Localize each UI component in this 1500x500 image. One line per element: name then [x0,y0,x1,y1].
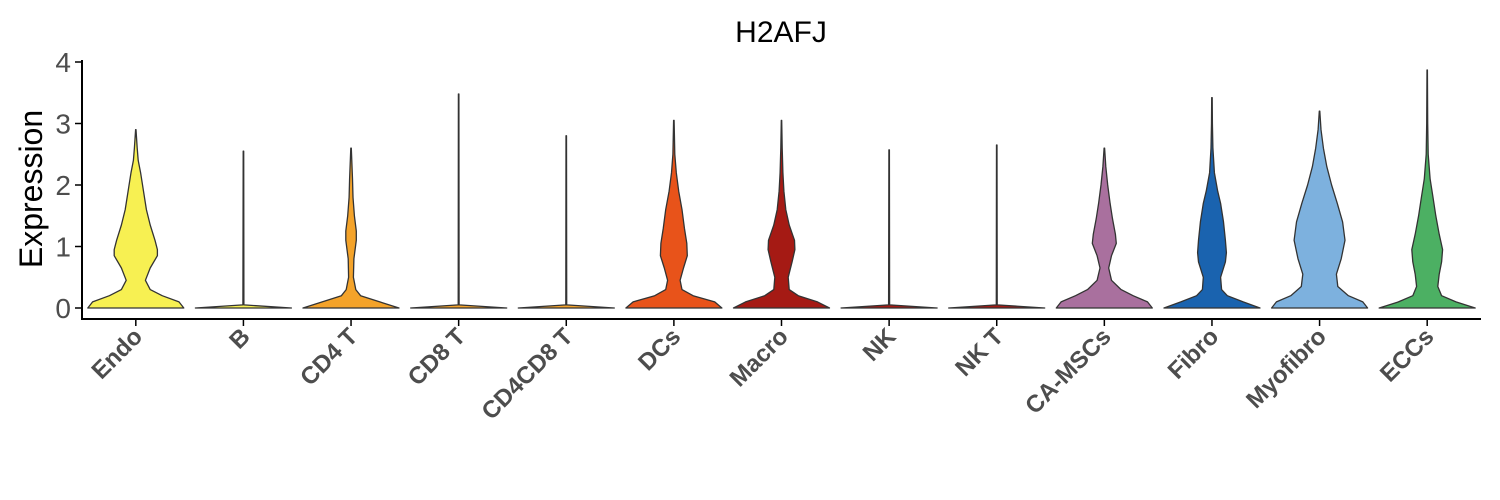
violin-fibro [1163,97,1261,309]
x-tick-label: CD4 T [295,323,363,391]
chart-title: H2AFJ [735,16,827,49]
x-tick-label: Macro [725,323,794,392]
x-tick-label: Myofibro [1241,323,1332,414]
y-ticks: 0 1 2 3 4 [55,47,82,324]
y-tick-label: 4 [55,47,71,78]
x-tick-label: DCs [633,323,686,376]
violin-endo [87,129,185,309]
x-tick-label: CD4CD8 T [476,323,578,425]
violin-dcs [625,119,723,309]
violin-nk-t [948,144,1046,309]
violin-b [194,150,293,309]
violin-myofibro [1270,110,1369,309]
y-tick-label: 1 [55,232,71,263]
x-tick-label: CA-MSCs [1020,323,1116,419]
x-tick-label: Fibro [1163,323,1225,385]
y-tick-label: 2 [55,170,71,201]
violin-macro [732,119,831,309]
x-tick-label: Endo [87,323,149,385]
y-axis-label: Expression [13,110,49,268]
x-tick-label: ECCs [1375,323,1439,387]
x-tick-label: B [224,323,255,354]
y-tick-label: 3 [55,109,71,140]
x-tick-label: NK [858,323,902,367]
violin-eccs [1378,69,1476,309]
violin-nk [840,149,938,309]
x-ticks: Endo B CD4 T CD8 T CD4CD8 T DCs Macro NK NK T CA-… [87,319,1439,425]
y-tick-label: 0 [55,293,71,324]
violin-series-group [87,69,1476,309]
violin-cd4-t [302,147,400,309]
x-tick-label: CD8 T [403,323,471,391]
x-tick-label: NK T [950,323,1009,382]
violin-cd8-t [410,93,508,309]
violin-cd4cd8-t [517,135,615,309]
violin-ca-mscs [1055,147,1153,309]
